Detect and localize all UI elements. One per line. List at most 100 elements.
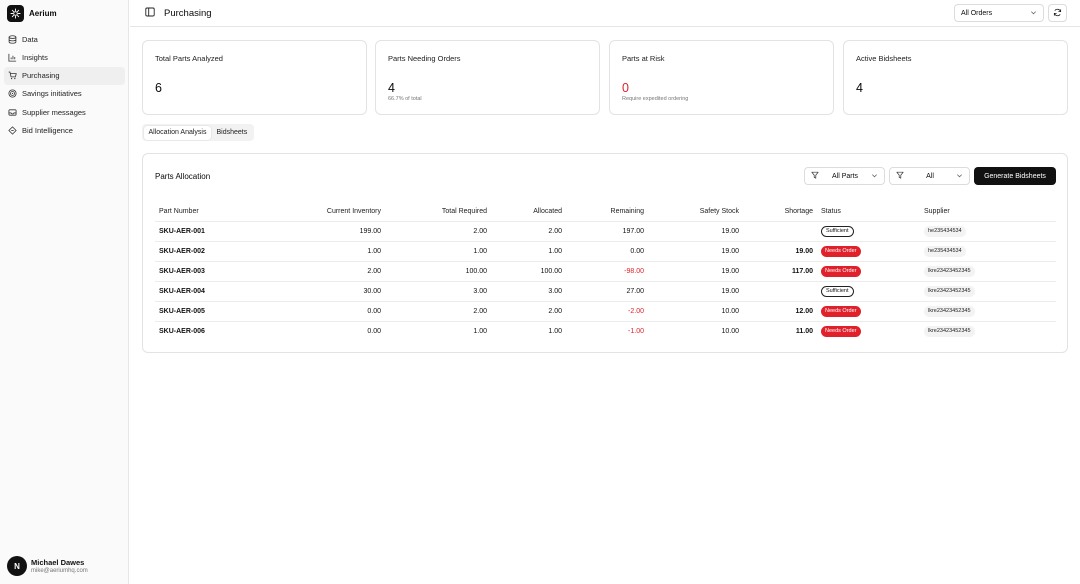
part-number: SKU-AER-001 bbox=[155, 220, 235, 241]
sidebar-item-insights[interactable]: Insights bbox=[4, 48, 125, 66]
refresh-icon bbox=[1053, 8, 1062, 19]
sidebar-toggle-button[interactable] bbox=[144, 7, 155, 18]
column-header[interactable]: Current Inventory bbox=[326, 207, 381, 215]
sidebar-item-supplier-messages[interactable]: Supplier messages bbox=[4, 103, 125, 121]
stat-card-active-bidsheets: Active Bidsheets 4 bbox=[843, 40, 1068, 115]
part-number: SKU-AER-003 bbox=[155, 260, 235, 281]
chevron-down-icon bbox=[871, 172, 878, 181]
remaining: 27.00 bbox=[566, 280, 648, 301]
stat-value: 0 bbox=[622, 81, 629, 95]
shortage: 19.00 bbox=[743, 240, 817, 261]
sidebar-item-label: Bid Intelligence bbox=[22, 125, 73, 135]
panel-title: Parts Allocation bbox=[155, 172, 211, 181]
stat-label: Parts Needing Orders bbox=[388, 54, 461, 63]
table-row[interactable]: SKU-AER-005 0.00 2.00 2.00 -2.00 10.00 1… bbox=[155, 300, 1056, 321]
target-icon bbox=[8, 89, 17, 98]
status-filter-value: All bbox=[926, 172, 934, 180]
chart-icon bbox=[8, 53, 17, 62]
inbox-icon bbox=[8, 108, 17, 117]
current-inventory: 30.00 bbox=[235, 280, 385, 301]
sidebar-item-label: Purchasing bbox=[22, 71, 60, 81]
status-badge: Needs Order bbox=[821, 325, 861, 337]
total-required: 2.00 bbox=[385, 300, 491, 321]
stat-card-parts-at-risk: Parts at Risk 0 Require expedited orderi… bbox=[609, 40, 834, 115]
brand[interactable]: Aerium bbox=[7, 5, 57, 22]
view-tabs: Allocation Analysis Bidsheets bbox=[142, 124, 254, 141]
status-badge: Needs Order bbox=[821, 245, 861, 257]
part-number: SKU-AER-002 bbox=[155, 240, 235, 261]
allocated: 100.00 bbox=[491, 260, 566, 281]
total-required: 100.00 bbox=[385, 260, 491, 281]
current-inventory: 2.00 bbox=[235, 260, 385, 281]
supplier-tag: he235434534 bbox=[924, 225, 966, 237]
current-inventory: 0.00 bbox=[235, 300, 385, 321]
tab-bidsheets[interactable]: Bidsheets bbox=[216, 129, 248, 136]
safety-stock: 10.00 bbox=[648, 320, 743, 341]
filter-icon bbox=[896, 171, 904, 181]
remaining: -1.00 bbox=[566, 320, 648, 341]
column-header[interactable]: Total Required bbox=[441, 207, 487, 215]
table-row[interactable]: SKU-AER-006 0.00 1.00 1.00 -1.00 10.00 1… bbox=[155, 320, 1056, 341]
stat-subtext: Require expedited ordering bbox=[622, 96, 689, 102]
stat-value: 4 bbox=[388, 81, 395, 95]
shortage: 11.00 bbox=[743, 320, 817, 341]
status-badge: Needs Order bbox=[821, 305, 861, 317]
supplier-tag: lkre23423452345 bbox=[924, 265, 975, 277]
column-header[interactable]: Safety Stock bbox=[699, 207, 739, 215]
column-header[interactable]: Status bbox=[821, 207, 841, 215]
safety-stock: 19.00 bbox=[648, 280, 743, 301]
sidebar-item-data[interactable]: Data bbox=[4, 30, 125, 48]
supplier-tag: lkre23423452345 bbox=[924, 285, 975, 297]
status-badge: Needs Order bbox=[821, 265, 861, 277]
refresh-button[interactable] bbox=[1048, 4, 1067, 22]
sidebar-item-label: Savings initiatives bbox=[22, 89, 82, 99]
table-row[interactable]: SKU-AER-004 30.00 3.00 3.00 27.00 19.00 … bbox=[155, 280, 1056, 301]
diamond-icon bbox=[8, 126, 17, 135]
column-header[interactable]: Supplier bbox=[924, 207, 950, 215]
supplier-tag: he235434534 bbox=[924, 245, 966, 257]
allocated: 3.00 bbox=[491, 280, 566, 301]
app-name: Aerium bbox=[29, 9, 57, 18]
chevron-down-icon bbox=[956, 172, 963, 181]
safety-stock: 10.00 bbox=[648, 300, 743, 321]
sidebar-item-bid-intelligence[interactable]: Bid Intelligence bbox=[4, 121, 125, 139]
parts-filter-select[interactable]: All Parts bbox=[804, 167, 885, 185]
aerium-logo-icon bbox=[7, 5, 24, 22]
safety-stock: 19.00 bbox=[648, 240, 743, 261]
remaining: 197.00 bbox=[566, 220, 648, 241]
table-row[interactable]: SKU-AER-003 2.00 100.00 100.00 -98.00 19… bbox=[155, 260, 1056, 281]
remaining: 0.00 bbox=[566, 240, 648, 261]
user-profile[interactable]: N Michael Dawes mike@aeriumhq.com bbox=[7, 556, 88, 576]
sidebar-toggle-icon bbox=[144, 7, 155, 19]
table-row[interactable]: SKU-AER-001 199.00 2.00 2.00 197.00 19.0… bbox=[155, 220, 1056, 241]
generate-bidsheets-button[interactable]: Generate Bidsheets bbox=[974, 167, 1056, 185]
total-required: 1.00 bbox=[385, 320, 491, 341]
tab-allocation-analysis[interactable]: Allocation Analysis bbox=[143, 125, 212, 140]
stat-value: 4 bbox=[856, 81, 863, 95]
sidebar-item-savings-initiatives[interactable]: Savings initiatives bbox=[4, 85, 125, 103]
remaining: -98.00 bbox=[566, 260, 648, 281]
current-inventory: 199.00 bbox=[235, 220, 385, 241]
page-title: Purchasing bbox=[164, 8, 212, 19]
stat-subtext: 66.7% of total bbox=[388, 96, 422, 102]
supplier-tag: lkre23423452345 bbox=[924, 325, 975, 337]
stat-label: Active Bidsheets bbox=[856, 54, 912, 63]
current-inventory: 1.00 bbox=[235, 240, 385, 261]
column-header[interactable]: Remaining bbox=[610, 207, 644, 215]
table-row[interactable]: SKU-AER-002 1.00 1.00 1.00 0.00 19.00 19… bbox=[155, 240, 1056, 261]
filter-icon bbox=[811, 171, 819, 181]
column-header[interactable]: Allocated bbox=[533, 207, 562, 215]
allocated: 1.00 bbox=[491, 320, 566, 341]
total-required: 1.00 bbox=[385, 240, 491, 261]
column-header[interactable]: Part Number bbox=[159, 207, 199, 215]
order-filter-select[interactable]: All Orders bbox=[954, 4, 1044, 22]
allocated: 2.00 bbox=[491, 220, 566, 241]
status-filter-select[interactable]: All bbox=[889, 167, 970, 185]
safety-stock: 19.00 bbox=[648, 260, 743, 281]
stat-value: 6 bbox=[155, 81, 162, 95]
column-header[interactable]: Shortage bbox=[784, 207, 813, 215]
sidebar-item-purchasing[interactable]: Purchasing bbox=[4, 66, 125, 85]
parts-allocation-panel: Parts Allocation All Parts All Generate … bbox=[142, 153, 1068, 353]
order-filter-value: All Orders bbox=[961, 9, 993, 17]
table-header-row: Part Number Current Inventory Total Requ… bbox=[155, 202, 1056, 221]
